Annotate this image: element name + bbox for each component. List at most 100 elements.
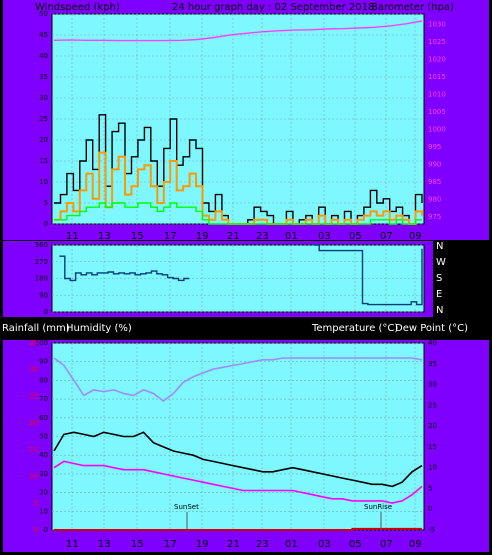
y-right-tick-label: 0 <box>428 505 432 513</box>
humidity-axis-title: Humidity (%) <box>66 323 132 334</box>
sunrise-label: SunRise <box>364 503 392 511</box>
compass-s-label: S <box>436 273 442 284</box>
x-tick-label: 07 <box>380 231 393 242</box>
grid-lines <box>52 13 424 531</box>
x-tick-label: 01 <box>285 231 298 242</box>
y-right-tick-label: 40 <box>428 339 437 347</box>
sunset-label: SunSet <box>174 503 199 511</box>
x-tick-label: 03 <box>318 539 331 550</box>
x-tick-label: 09 <box>409 231 422 242</box>
y-left-tick-label: 90 <box>39 291 48 299</box>
series-wind-direction-line <box>59 244 423 306</box>
graph-title: 24 hour graph day : 02 September 2018 <box>172 2 374 13</box>
series-rainfall-line <box>54 527 422 531</box>
barometer-axis-title: Barometer (hpa) <box>371 2 454 13</box>
y-left-tick-label: 35 <box>39 73 48 81</box>
y-right-tick-label: 1010 <box>428 91 446 99</box>
y-left-tick-label: 10 <box>39 178 48 186</box>
x-tick-label: 07 <box>380 539 393 550</box>
dewpoint-axis-title: Dew Point (°C) <box>395 323 468 334</box>
y-left-tick-label: 45 <box>39 31 48 39</box>
rain-tick-label: 0 <box>34 526 38 534</box>
compass-e-label: E <box>436 289 442 300</box>
x-tick-label: 15 <box>131 539 144 550</box>
y-right-tick-label: 1025 <box>428 38 446 46</box>
x-tick-label: 17 <box>164 539 177 550</box>
rain-tick-label: 35 <box>29 339 38 347</box>
compass-n-label: N <box>436 305 443 316</box>
y-right-tick-label: 25 <box>428 401 437 409</box>
y-left-tick-label: 0 <box>44 526 48 534</box>
y-left-tick-label: 15 <box>39 157 48 165</box>
y-right-tick-label: 5 <box>428 484 432 492</box>
y-right-tick-label: 1000 <box>428 126 446 134</box>
y-right-tick-label: 1030 <box>428 21 446 29</box>
y-right-tick-label: 1015 <box>428 73 446 81</box>
y-left-tick-label: 100 <box>35 339 48 347</box>
y-left-tick-label: 40 <box>39 451 48 459</box>
x-tick-label: 17 <box>164 231 177 242</box>
y-left-tick-label: 70 <box>39 395 48 403</box>
y-right-tick-label: 990 <box>428 161 441 169</box>
y-left-tick-label: 5 <box>44 199 48 207</box>
y-right-tick-label: 10 <box>428 464 437 472</box>
y-right-tick-label: 30 <box>428 381 437 389</box>
x-tick-label: 13 <box>98 539 111 550</box>
x-tick-label: 21 <box>227 231 240 242</box>
series-humidity-line <box>53 357 423 403</box>
rain-tick-label: 15 <box>29 446 38 454</box>
rain-tick-label: 10 <box>29 473 38 481</box>
y-right-tick-label: 995 <box>428 143 441 151</box>
y-right-tick-label: 15 <box>428 443 437 451</box>
y-left-tick-label: 20 <box>39 489 48 497</box>
y-left-tick-label: 50 <box>39 433 48 441</box>
series-temperature-line <box>53 431 423 488</box>
x-tick-label: 03 <box>318 231 331 242</box>
series-average-windspeed-line <box>54 202 422 225</box>
x-tick-label: 13 <box>98 231 111 242</box>
y-left-tick-label: 90 <box>39 358 48 366</box>
x-tick-label: 23 <box>256 539 269 550</box>
temperature-axis-title: Temperature (°C) <box>311 323 398 334</box>
compass-n-label: N <box>436 241 443 252</box>
x-tick-label: 05 <box>349 539 362 550</box>
y-right-tick-label: 20 <box>428 422 437 430</box>
x-tick-label: 09 <box>409 539 422 550</box>
axis-tick-labels: 11 13 15 17 19 21 23 01 03 05 07 090510152025303540… <box>29 10 446 550</box>
y-left-tick-label: 80 <box>39 376 48 384</box>
y-left-tick-label: 30 <box>39 94 48 102</box>
series-lines <box>53 20 423 531</box>
series-dew-point-line <box>53 460 423 504</box>
rain-tick-label: 20 <box>29 419 38 427</box>
x-tick-label: 19 <box>196 539 209 550</box>
y-left-tick-label: 360 <box>35 241 48 249</box>
x-tick-label: 05 <box>349 231 362 242</box>
y-left-tick-label: 10 <box>39 507 48 515</box>
y-left-tick-label: 25 <box>39 115 48 123</box>
y-right-tick-label: 1005 <box>428 108 446 116</box>
y-left-tick-label: 0 <box>44 220 48 228</box>
y-left-tick-label: 270 <box>35 258 48 266</box>
y-left-tick-label: 40 <box>39 52 48 60</box>
y-right-tick-label: 985 <box>428 178 441 186</box>
y-left-tick-label: 60 <box>39 414 48 422</box>
x-tick-label: 23 <box>256 231 269 242</box>
series-barometer-line <box>53 20 423 42</box>
x-tick-label: 01 <box>285 539 298 550</box>
x-tick-label: 11 <box>66 539 79 550</box>
y-right-tick-label: 980 <box>428 196 441 204</box>
y-right-tick-label: -5 <box>428 526 435 534</box>
rain-tick-label: 5 <box>34 499 38 507</box>
y-left-tick-label: 180 <box>35 275 48 283</box>
y-left-tick-label: 20 <box>39 136 48 144</box>
y-right-tick-label: 35 <box>428 360 437 368</box>
y-left-tick-label: 0 <box>44 308 48 316</box>
x-tick-label: 19 <box>196 231 209 242</box>
y-right-tick-label: 975 <box>428 213 441 221</box>
y-right-tick-label: 1020 <box>428 56 446 64</box>
rainfall-axis-title: Rainfall (mm) <box>2 323 70 334</box>
y-left-tick-label: 50 <box>39 10 48 18</box>
rain-tick-label: 30 <box>29 366 38 374</box>
